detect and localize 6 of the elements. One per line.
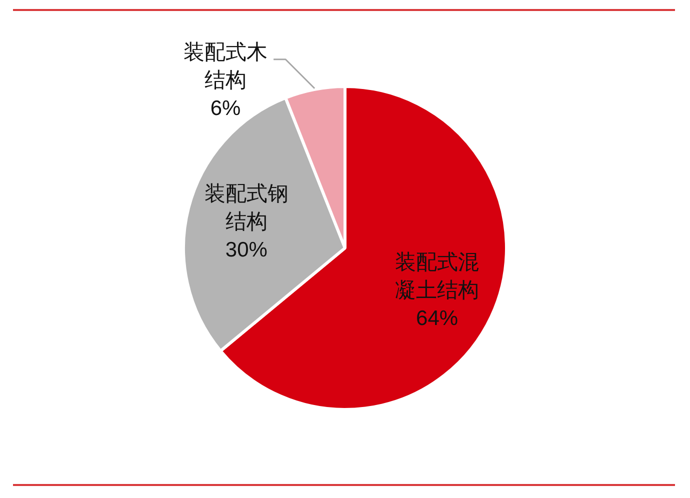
slice-label: 装配式木结构 [184,41,268,92]
slice-label: 装配式钢结构 [204,182,288,234]
data-label: 64% [416,307,458,330]
data-label: 6% [210,97,241,120]
slice-label: 装配式混凝土结构 [395,251,480,302]
data-label: 30% [225,238,268,262]
